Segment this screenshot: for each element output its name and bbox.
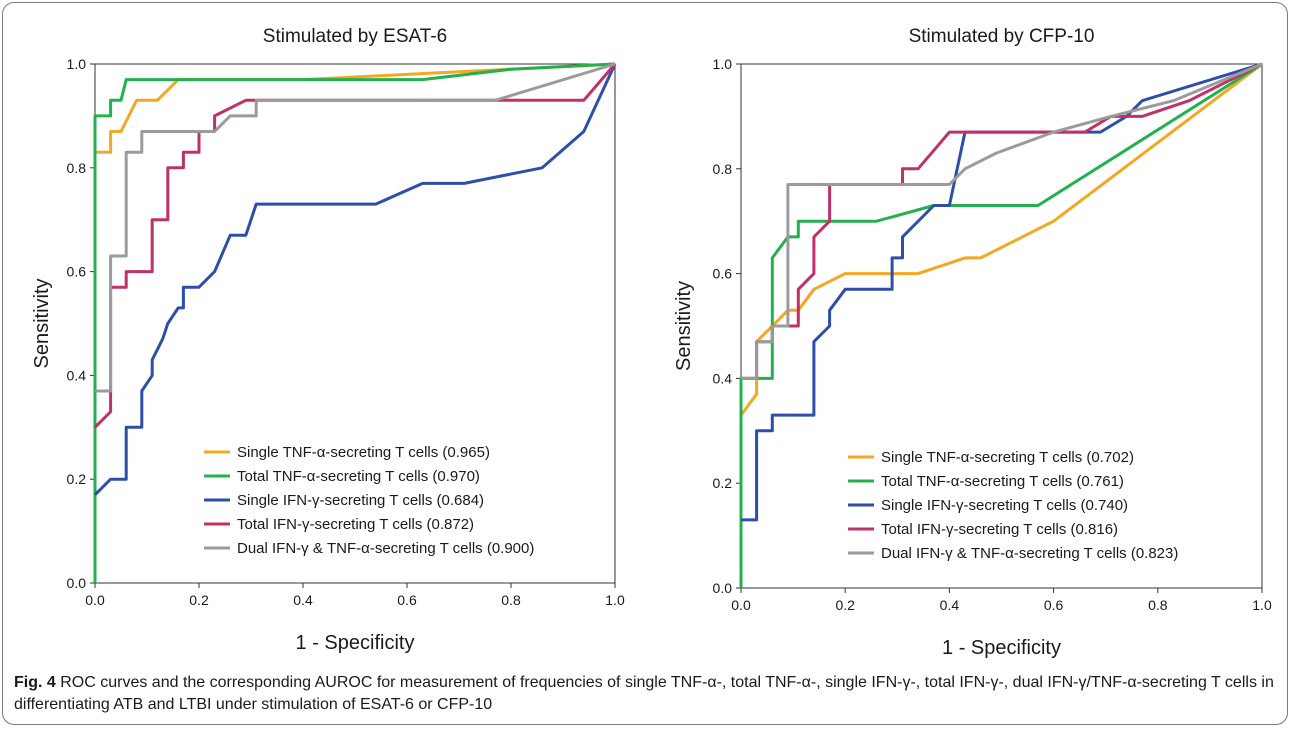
legend-entry: Total TNF-α-secreting T cells (0.970)	[237, 468, 480, 485]
series-line-1	[739, 62, 1263, 416]
y-axis-label: Sensitivity	[673, 281, 695, 371]
series-line-5	[741, 62, 1263, 380]
chart-title: Stimulated by CFP-10	[909, 26, 1095, 47]
series-line-2	[739, 62, 1263, 588]
y-tick-label: 0.6	[67, 264, 87, 280]
y-tick-label: 0.2	[67, 471, 87, 487]
y-tick-label: 0.0	[67, 575, 87, 591]
chart-panel-1: Stimulated by ESAT-6 0.0 0.2 0.4 0.6 0.8 1.0 0.…	[31, 26, 625, 654]
y-tick-label: 0.4	[67, 367, 87, 383]
y-tick-label: 0.4	[713, 370, 733, 386]
x-axis-label: 1 - Specificity	[296, 632, 415, 654]
legend-entry: Single IFN-γ-secreting T cells (0.684)	[237, 492, 484, 509]
x-tick-label: 1.0	[1252, 597, 1272, 613]
legend-entry: Single TNF-α-secreting T cells (0.702)	[881, 449, 1134, 466]
x-axis-label: 1 - Specificity	[942, 637, 1061, 659]
y-tick-label: 0.8	[67, 160, 87, 176]
y-tick-label: 0.0	[713, 580, 733, 596]
series-line-4	[93, 63, 617, 429]
series-line-1	[93, 62, 616, 583]
caption-text: ROC curves and the corresponding AUROC f…	[14, 674, 1274, 713]
y-tick-label: 0.2	[713, 475, 733, 491]
series-line-5	[95, 62, 616, 393]
x-tick-label: 0.2	[835, 597, 855, 613]
y-tick-label: 1.0	[67, 56, 87, 72]
chart-title: Stimulated by ESAT-6	[263, 26, 447, 47]
series-line-3	[93, 63, 617, 496]
chart-panel-2: Stimulated by CFP-10 0.0 0.2 0.4 0.6 0.8 1.0 0.…	[673, 26, 1272, 659]
x-tick-label: 0.0	[731, 597, 751, 613]
y-axis-label: Sensitivity	[31, 278, 53, 368]
legend-entry: Single TNF-α-secreting T cells (0.965)	[237, 444, 490, 461]
legend-entry: Total TNF-α-secreting T cells (0.761)	[881, 473, 1124, 490]
y-tick-label: 1.0	[713, 56, 733, 72]
x-tick-label: 0.4	[940, 597, 960, 613]
figure-caption: Fig. 4 ROC curves and the corresponding …	[14, 672, 1276, 716]
legend-entry: Dual IFN-γ & TNF-α-secreting T cells (0.…	[881, 545, 1178, 562]
x-tick-label: 0.8	[501, 592, 521, 608]
series-line-2	[93, 62, 616, 583]
x-tick-label: 0.8	[1148, 597, 1168, 613]
x-tick-label: 0.6	[1044, 597, 1064, 613]
x-tick-label: 1.0	[605, 592, 625, 608]
legend-entry: Single IFN-γ-secreting T cells (0.740)	[881, 497, 1128, 514]
plot-frame	[740, 63, 1263, 589]
caption-label: Fig. 4	[14, 674, 56, 691]
legend-entry: Total IFN-γ-secreting T cells (0.872)	[237, 516, 474, 533]
x-tick-label: 0.6	[397, 592, 417, 608]
x-tick-label: 0.2	[189, 592, 209, 608]
y-tick-label: 0.6	[713, 266, 733, 282]
x-tick-label: 0.4	[293, 592, 313, 608]
legend-entry: Total IFN-γ-secreting T cells (0.816)	[881, 521, 1118, 538]
x-tick-label: 0.0	[85, 592, 105, 608]
y-tick-label: 0.8	[713, 161, 733, 177]
legend-entry: Dual IFN-γ & TNF-α-secreting T cells (0.…	[237, 540, 534, 557]
